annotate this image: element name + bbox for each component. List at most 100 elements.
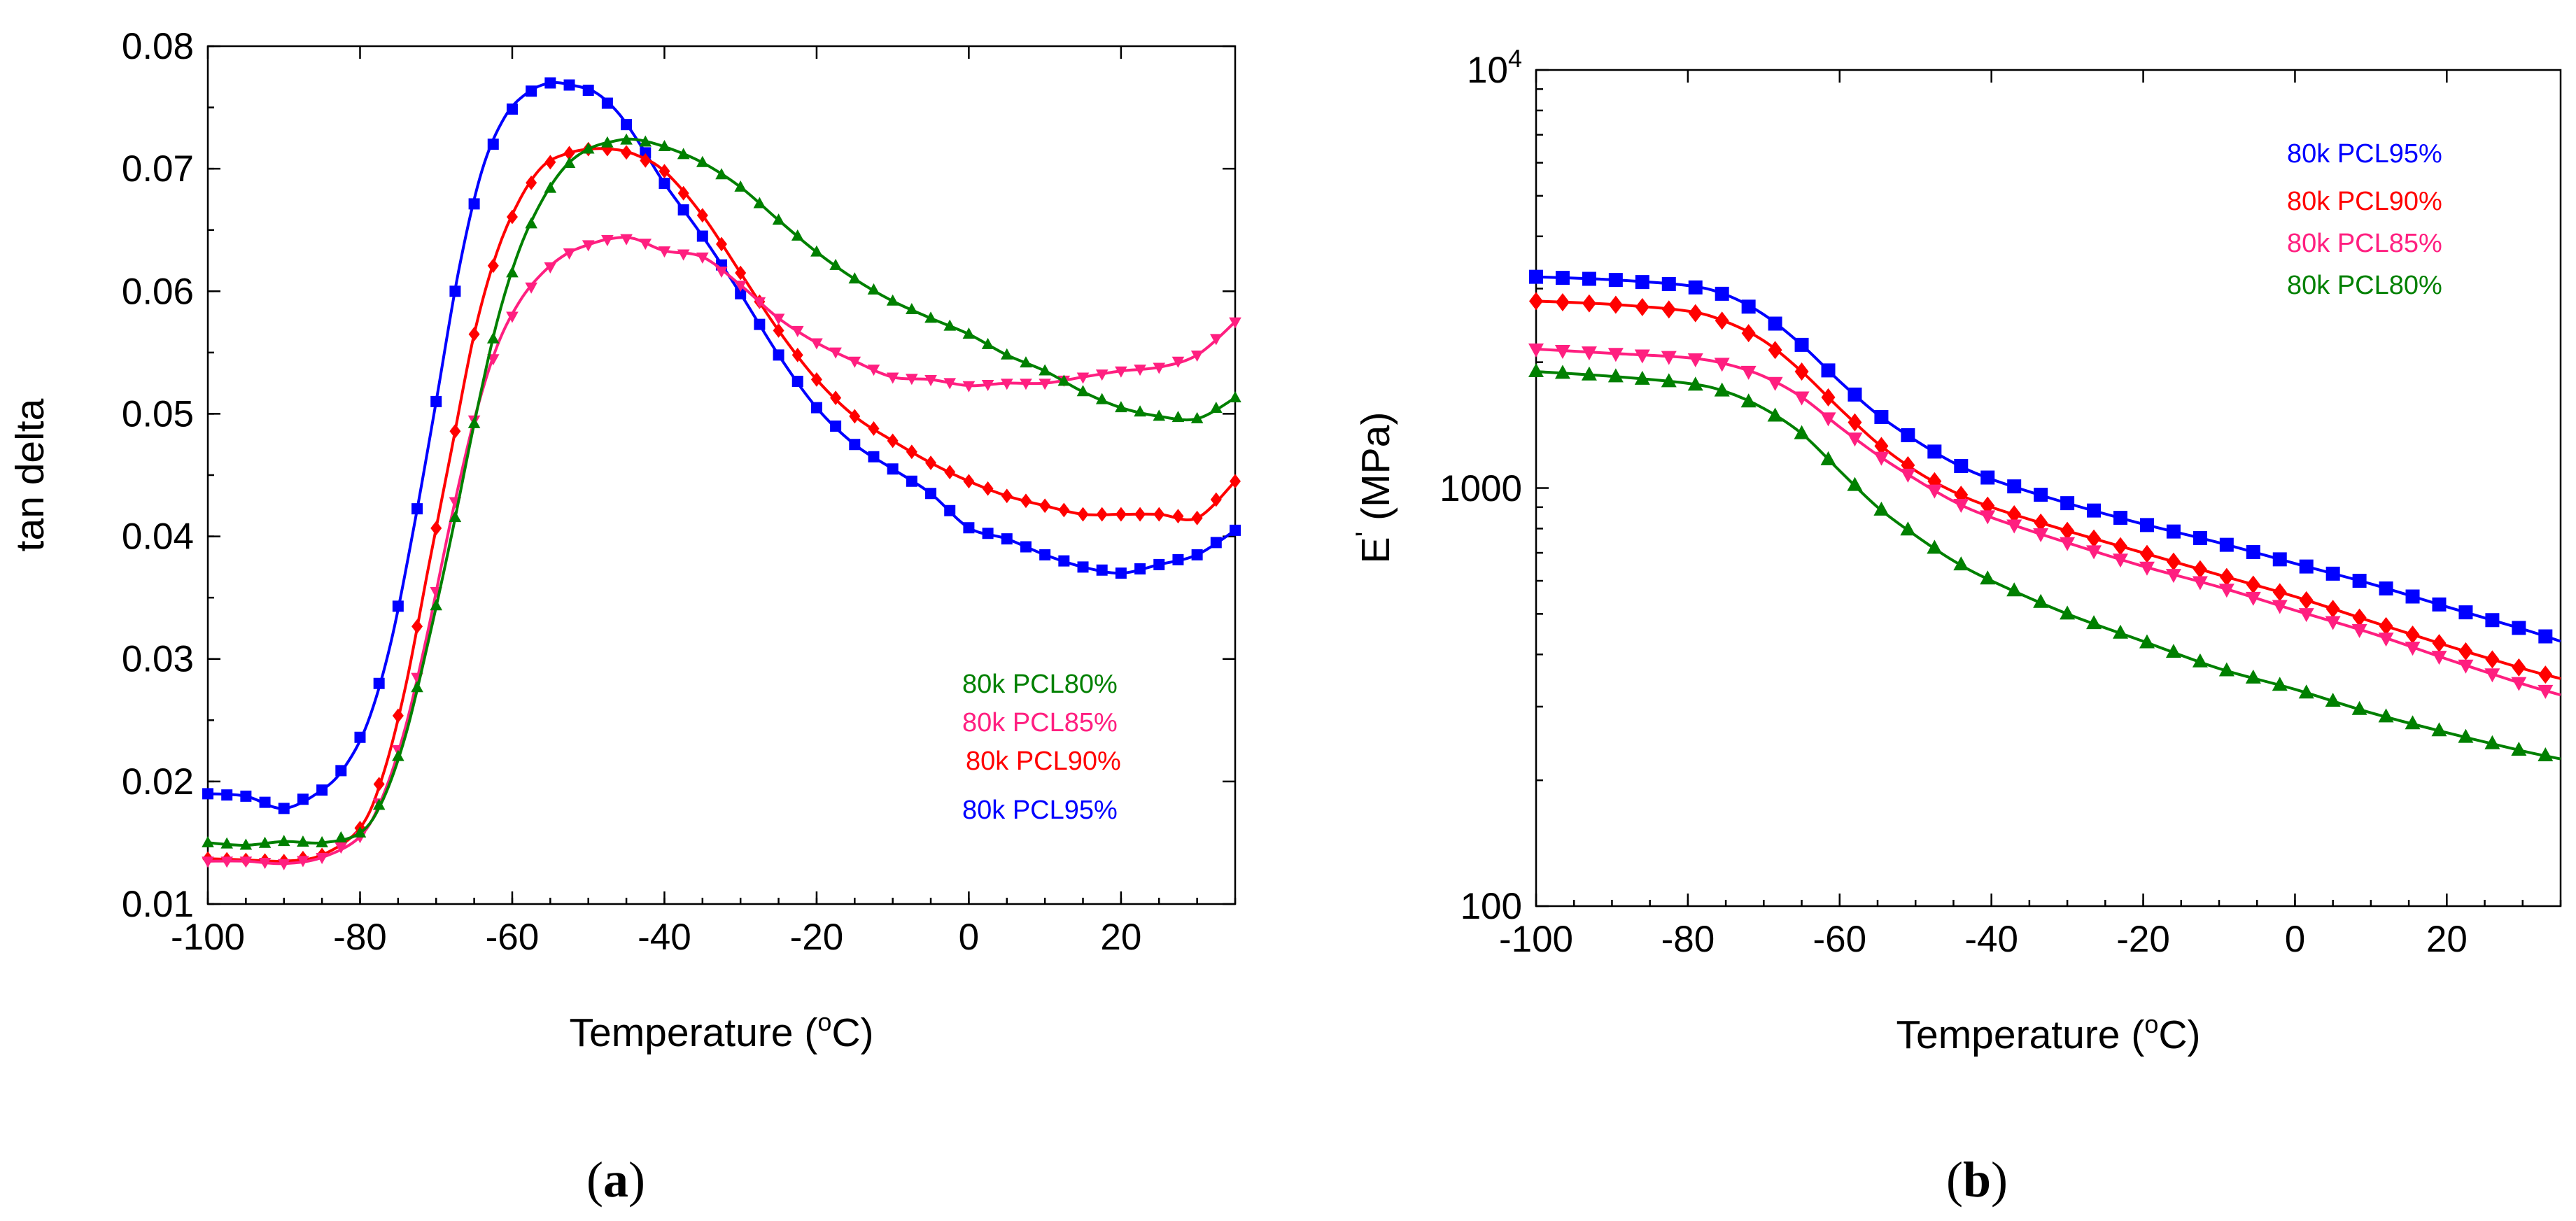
series-marker-80k-pcl95-	[2458, 605, 2473, 620]
series-marker-80k-pcl85-	[1020, 379, 1032, 390]
series-marker-80k-pcl80-	[258, 836, 272, 848]
series-marker-80k-pcl95-	[1741, 299, 1756, 314]
series-marker-80k-pcl95-	[1001, 533, 1013, 545]
series-marker-80k-pcl85-	[2405, 642, 2421, 656]
series-marker-80k-pcl90-	[1001, 488, 1013, 504]
series-marker-80k-pcl85-	[1190, 350, 1204, 362]
series-marker-80k-pcl95-	[506, 103, 518, 115]
series-marker-80k-pcl85-	[753, 297, 766, 309]
series-marker-80k-pcl85-	[506, 311, 519, 323]
series-marker-80k-pcl85-	[601, 235, 614, 247]
x-tick-label: -60	[1813, 919, 1866, 960]
y-tick-label: 0.02	[122, 761, 194, 803]
series-marker-80k-pcl80-	[316, 835, 328, 847]
series-marker-80k-pcl80-	[277, 835, 290, 847]
y-tick-label: 0.08	[122, 26, 194, 67]
series-marker-80k-pcl85-	[2113, 553, 2129, 568]
series-marker-80k-pcl80-	[1634, 370, 1650, 385]
series-marker-80k-pcl90-	[2193, 560, 2207, 579]
series-marker-80k-pcl95-	[544, 77, 556, 89]
series-marker-80k-pcl90-	[1555, 292, 1570, 311]
series-marker-80k-pcl90-	[1172, 509, 1184, 524]
series-marker-80k-pcl85-	[2484, 668, 2500, 683]
series-marker-80k-pcl80-	[962, 327, 976, 339]
panel-b-y-tick-label-10000: 104	[1467, 44, 1522, 91]
series-marker-80k-pcl95-	[2512, 621, 2526, 635]
series-marker-80k-pcl80-	[1714, 382, 1730, 397]
series-marker-80k-pcl85-	[906, 374, 918, 386]
panel-b-y-tick-labels: 100 1000 104	[1440, 44, 1522, 927]
series-marker-80k-pcl85-	[867, 365, 880, 376]
series-marker-80k-pcl95-	[2113, 511, 2128, 525]
series-marker-80k-pcl95-	[963, 522, 975, 534]
series-marker-80k-pcl90-	[810, 372, 822, 387]
series-marker-80k-pcl90-	[849, 409, 861, 424]
series-marker-80k-pcl80-	[772, 213, 785, 225]
series-marker-80k-pcl90-	[1191, 510, 1203, 525]
series-marker-80k-pcl80-	[886, 294, 899, 306]
x-tick-label: -80	[333, 917, 387, 958]
series-marker-80k-pcl85-	[1740, 365, 1757, 380]
series-marker-80k-pcl90-	[2325, 600, 2340, 619]
series-marker-80k-pcl90-	[2512, 658, 2526, 677]
series-marker-80k-pcl80-	[1953, 556, 1969, 571]
series-marker-80k-pcl85-	[1634, 349, 1650, 364]
series-marker-80k-pcl95-	[2087, 503, 2102, 518]
series-marker-80k-pcl80-	[2484, 735, 2500, 749]
series-marker-80k-pcl85-	[2538, 684, 2554, 699]
series-marker-80k-pcl85-	[2060, 537, 2076, 551]
series-marker-80k-pcl95-	[640, 147, 652, 159]
panel-a-y-axis-title: tan delta	[8, 398, 52, 551]
series-marker-80k-pcl80-	[2458, 728, 2474, 743]
series-marker-80k-pcl90-	[906, 444, 917, 460]
series-marker-80k-pcl80-	[563, 156, 576, 168]
series-line-80k-pcl85-	[207, 236, 1237, 866]
x-tick-label: -80	[1661, 919, 1715, 960]
series-marker-80k-pcl85-	[1039, 379, 1051, 390]
panel-b-y-tick-label-100: 100	[1461, 886, 1522, 927]
y-tick-label: 0.05	[122, 393, 194, 435]
series-marker-80k-pcl90-	[2034, 513, 2048, 532]
series-marker-80k-pcl90-	[963, 474, 975, 489]
series-marker-80k-pcl95-	[240, 790, 252, 802]
series-marker-80k-pcl95-	[449, 285, 461, 297]
series-marker-80k-pcl95-	[925, 488, 937, 500]
series-marker-80k-pcl90-	[1794, 362, 1809, 381]
series-marker-80k-pcl80-	[582, 142, 595, 154]
series-marker-80k-pcl95-	[2139, 518, 2154, 532]
series-marker-80k-pcl80-	[2113, 624, 2129, 639]
series-marker-80k-pcl95-	[1210, 537, 1222, 549]
series-marker-80k-pcl85-	[1980, 510, 1996, 525]
series-marker-80k-pcl95-	[1980, 470, 1995, 485]
series-marker-80k-pcl85-	[734, 281, 747, 292]
series-marker-80k-pcl90-	[2299, 591, 2314, 609]
series-marker-80k-pcl95-	[582, 85, 594, 97]
legend-entry-pcl85: 80k PCL85%	[2287, 229, 2442, 258]
series-marker-80k-pcl90-	[887, 433, 899, 449]
panel-b-y-axis-title: E' (MPa)	[1351, 412, 1398, 564]
series-marker-80k-pcl80-	[1767, 407, 1783, 422]
series-marker-80k-pcl90-	[2272, 583, 2287, 602]
series-marker-80k-pcl95-	[1688, 280, 1703, 295]
series-marker-80k-pcl90-	[1529, 292, 1543, 311]
series-marker-80k-pcl85-	[1095, 369, 1108, 381]
series-marker-80k-pcl90-	[2060, 521, 2075, 540]
series-marker-80k-pcl85-	[772, 313, 785, 325]
series-marker-80k-pcl85-	[220, 856, 233, 868]
series-marker-80k-pcl95-	[1172, 553, 1184, 565]
series-marker-80k-pcl80-	[1229, 391, 1241, 403]
series-marker-80k-pcl95-	[2193, 530, 2207, 545]
series-marker-80k-pcl90-	[696, 208, 708, 223]
series-marker-80k-pcl95-	[1230, 524, 1241, 536]
legend-entry-pcl80: 80k PCL80%	[2287, 271, 2442, 300]
series-marker-80k-pcl80-	[2139, 634, 2155, 649]
series-marker-80k-pcl90-	[2458, 642, 2473, 661]
series-marker-80k-pcl85-	[1153, 362, 1166, 374]
series-marker-80k-pcl95-	[887, 463, 899, 475]
series-marker-80k-pcl95-	[2060, 496, 2075, 511]
series-marker-80k-pcl95-	[754, 318, 766, 330]
series-marker-80k-pcl90-	[411, 619, 423, 634]
series-marker-80k-pcl80-	[202, 835, 214, 847]
series-marker-80k-pcl80-	[486, 332, 500, 344]
panel-b-chart: -100 -80 -60 -40 -20 0 20 100 1000 104 Tempera…	[1351, 44, 2562, 1208]
